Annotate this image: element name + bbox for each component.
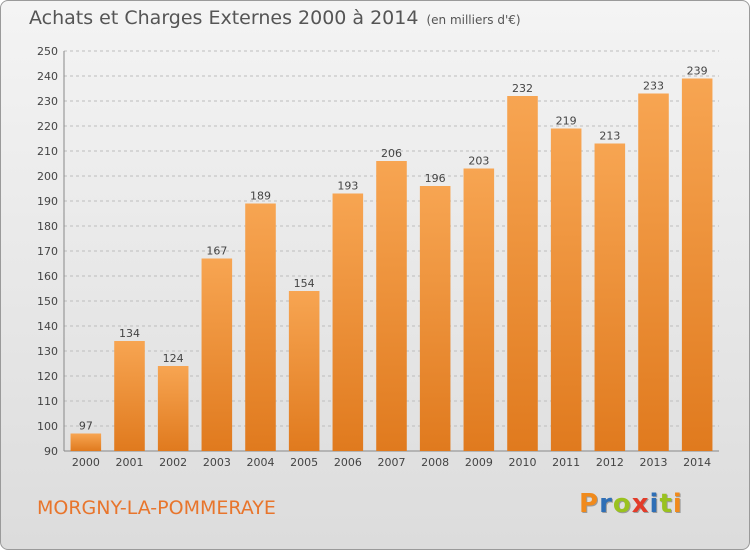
x-tick-label: 2010 — [509, 456, 537, 469]
y-tick-label: 210 — [37, 145, 58, 158]
proxiti-logo: Proxiti — [579, 489, 683, 519]
data-label: 196 — [425, 172, 446, 185]
data-label: 193 — [337, 180, 358, 193]
title-unit: (en milliers d'€) — [426, 13, 521, 27]
y-tick-label: 160 — [37, 270, 58, 283]
x-tick-label: 2004 — [247, 456, 275, 469]
x-tick-label: 2001 — [116, 456, 144, 469]
bar — [507, 96, 538, 451]
data-label: 97 — [79, 420, 93, 433]
bar — [638, 93, 669, 451]
logo-letter: r — [599, 489, 613, 519]
data-label: 219 — [556, 115, 577, 128]
x-tick-label: 2008 — [421, 456, 449, 469]
bar — [681, 78, 713, 451]
bar — [288, 291, 320, 451]
y-tick-label: 110 — [37, 395, 58, 408]
data-label: 232 — [512, 82, 533, 95]
y-tick-label: 200 — [37, 170, 58, 183]
y-tick-label: 240 — [37, 70, 58, 83]
bar — [550, 128, 582, 451]
bar — [70, 433, 102, 451]
y-tick-label: 90 — [44, 445, 58, 458]
bar — [114, 341, 145, 451]
logo-letter: o — [612, 489, 632, 519]
x-tick-label: 2011 — [552, 456, 580, 469]
bar — [201, 258, 233, 451]
bar — [376, 161, 407, 451]
title-text: Achats et Charges Externes 2000 à 2014 — [29, 7, 419, 29]
y-tick-label: 180 — [37, 220, 58, 233]
data-label: 233 — [643, 80, 664, 93]
y-tick-label: 170 — [37, 245, 58, 258]
chart-title: Achats et Charges Externes 2000 à 2014 (e… — [29, 7, 521, 29]
y-tick-label: 150 — [37, 295, 58, 308]
x-tick-label: 2012 — [596, 456, 624, 469]
y-tick-label: 120 — [37, 370, 58, 383]
data-label: 134 — [119, 327, 140, 340]
y-tick-label: 230 — [37, 95, 58, 108]
bar — [245, 203, 276, 451]
y-tick-label: 100 — [37, 420, 58, 433]
data-label: 154 — [294, 277, 315, 290]
y-tick-label: 220 — [37, 120, 58, 133]
data-label: 203 — [468, 155, 489, 168]
bar — [419, 186, 451, 451]
x-tick-label: 2006 — [334, 456, 362, 469]
logo-letter: P — [579, 489, 600, 519]
bar — [463, 168, 495, 451]
y-tick-label: 140 — [37, 320, 58, 333]
x-tick-label: 2014 — [683, 456, 711, 469]
x-tick-label: 2002 — [159, 456, 187, 469]
bar — [594, 143, 626, 451]
data-label: 239 — [687, 65, 708, 78]
logo-letter: x — [631, 489, 650, 519]
y-tick-label: 250 — [37, 45, 58, 58]
x-tick-label: 2009 — [465, 456, 493, 469]
city-name: MORGNY-LA-POMMERAYE — [37, 497, 276, 519]
logo-letter: i — [649, 489, 660, 519]
x-tick-label: 2007 — [378, 456, 406, 469]
y-tick-label: 130 — [37, 345, 58, 358]
bar — [157, 366, 189, 451]
data-label: 206 — [381, 147, 402, 160]
data-label: 124 — [163, 352, 184, 365]
data-label: 167 — [206, 245, 227, 258]
logo-letter: t — [659, 489, 673, 519]
bar — [332, 193, 364, 451]
logo-letter: i — [672, 489, 683, 519]
x-tick-label: 2003 — [203, 456, 231, 469]
x-tick-label: 2000 — [72, 456, 100, 469]
x-tick-label: 2013 — [640, 456, 668, 469]
data-label: 213 — [599, 130, 620, 143]
data-label: 189 — [250, 190, 271, 203]
x-tick-label: 2005 — [290, 456, 318, 469]
y-tick-label: 190 — [37, 195, 58, 208]
